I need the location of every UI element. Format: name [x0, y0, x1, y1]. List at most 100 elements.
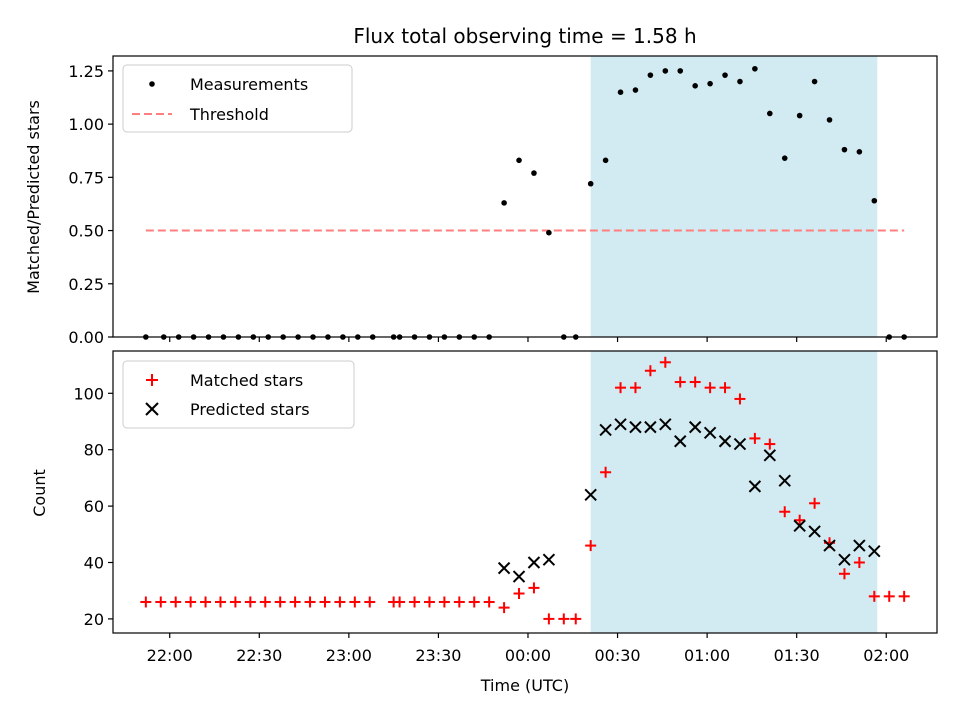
predicted-stars-point [542, 553, 556, 566]
matched-stars-point [349, 596, 361, 608]
bottom-y-axis-label: Count [30, 469, 49, 517]
matched-stars-point [794, 514, 806, 526]
measurement-point [707, 80, 713, 87]
matched-stars-point [453, 596, 465, 608]
matched-stars-point [898, 590, 910, 602]
x-tick-label: 01:30 [774, 646, 820, 665]
matched-stars-point [319, 596, 331, 608]
x-tick-label: 23:30 [415, 646, 461, 665]
top-y-tick-label: 1.00 [68, 115, 104, 134]
matched-stars-point [334, 596, 346, 608]
predicted-stars-point [808, 525, 821, 538]
predicted-stars-point [778, 474, 791, 487]
predicted-stars-point [512, 570, 526, 583]
measurement-point [841, 146, 848, 153]
matched-stars-legend-label: Matched stars [190, 371, 303, 390]
measurement-point [752, 65, 758, 72]
matched-stars-point [689, 376, 701, 388]
matched-stars-point [615, 382, 627, 394]
matched-stars-point [809, 497, 821, 509]
top-legend: Measurements Threshold [122, 64, 353, 133]
measurement-point [587, 180, 594, 187]
predicted-stars-point [497, 561, 511, 575]
matched-stars-point [498, 602, 510, 614]
predicted-stars-point [838, 553, 851, 566]
top-y-tick-label: 1.25 [68, 62, 104, 81]
measurement-point [662, 68, 669, 74]
matched-stars-point [394, 596, 406, 608]
measurement-point [767, 110, 773, 117]
matched-stars-point [734, 393, 746, 405]
predicted-stars-point [823, 539, 836, 552]
top-y-tick-label: 0.75 [68, 168, 104, 187]
matched-stars-point [200, 596, 212, 608]
matched-stars-point [659, 356, 671, 368]
matched-stars-point [140, 596, 152, 608]
matched-stars-point [719, 382, 731, 394]
measurement-point [871, 197, 878, 204]
matched-stars-point [558, 613, 570, 625]
matched-stars-point [570, 613, 582, 625]
measurement-point [856, 148, 863, 155]
x-tick-label: 02:00 [863, 646, 909, 665]
measurements-legend-label: Measurements [190, 75, 308, 94]
measurement-point [811, 78, 818, 85]
measurement-point [516, 157, 522, 164]
predicted-stars-point [793, 519, 806, 533]
predicted-stars-point [584, 488, 597, 502]
matched-stars-point [468, 596, 480, 608]
bottom-y-tick-label: 100 [73, 384, 104, 403]
predicted-stars-point [763, 449, 777, 462]
top-plot-frame [112, 55, 938, 338]
predicted-stars-point [614, 418, 627, 431]
matched-stars-point [528, 582, 540, 594]
measurement-point [781, 155, 788, 161]
matched-stars-point [543, 613, 555, 625]
measurement-point [546, 229, 552, 236]
measurement-point [677, 68, 684, 74]
measurement-point [737, 78, 743, 85]
x-tick-label: 00:00 [505, 646, 551, 665]
chart-title: Flux total observing time = 1.58 h [353, 24, 696, 48]
predicted-stars-point [703, 426, 717, 439]
matched-stars-point [274, 596, 286, 608]
matched-stars-point [644, 365, 656, 377]
bottom-legend: Matched stars Predicted stars [122, 360, 355, 429]
matched-stars-point [409, 596, 421, 608]
top-y-tick-label: 0.00 [68, 328, 104, 347]
matched-stars-point [423, 596, 435, 608]
matched-stars-point [629, 382, 641, 394]
matched-stars-point [704, 382, 716, 394]
top-y-tick-label: 0.25 [68, 275, 104, 294]
measurement-point [531, 170, 537, 176]
top-panel: Flux total observing time = 1.58 h 0.00 0… [24, 24, 938, 347]
predicted-stars-point [599, 423, 612, 437]
matched-stars-point [229, 596, 241, 608]
predicted-stars-point [688, 420, 702, 434]
predicted-stars-point [733, 437, 747, 451]
predicted-stars-point [718, 435, 732, 448]
bottom-panel: 20 40 60 80 100 22:00 22:30 23:00 23:30 00:00 00:3… [30, 350, 938, 695]
matched-stars-point [214, 596, 226, 608]
x-tick-label: 22:30 [236, 646, 282, 665]
matched-stars-point [883, 590, 895, 602]
matched-stars-legend-marker [146, 374, 158, 386]
matched-stars-point [868, 590, 880, 602]
matched-stars-point [170, 596, 182, 608]
top-y-tick-label: 0.50 [68, 222, 104, 241]
measurement-point [692, 83, 698, 89]
top-y-axis-label: Matched/Predicted stars [24, 100, 43, 294]
top-observing-window-shade [590, 56, 878, 337]
measurements-legend-marker [149, 81, 155, 87]
bottom-y-tick-label: 80 [84, 441, 104, 460]
predicted-stars-point [629, 420, 642, 434]
measurement-point [602, 157, 609, 164]
predicted-stars-legend-label: Predicted stars [190, 400, 310, 419]
predicted-stars-point [853, 539, 866, 552]
x-axis-label: Time (UTC) [480, 676, 569, 695]
matched-stars-point [674, 376, 686, 388]
matched-stars-point [185, 596, 197, 608]
matched-stars-point [853, 557, 865, 568]
bottom-y-tick-label: 20 [84, 610, 104, 629]
x-tick-label: 01:00 [684, 646, 730, 665]
